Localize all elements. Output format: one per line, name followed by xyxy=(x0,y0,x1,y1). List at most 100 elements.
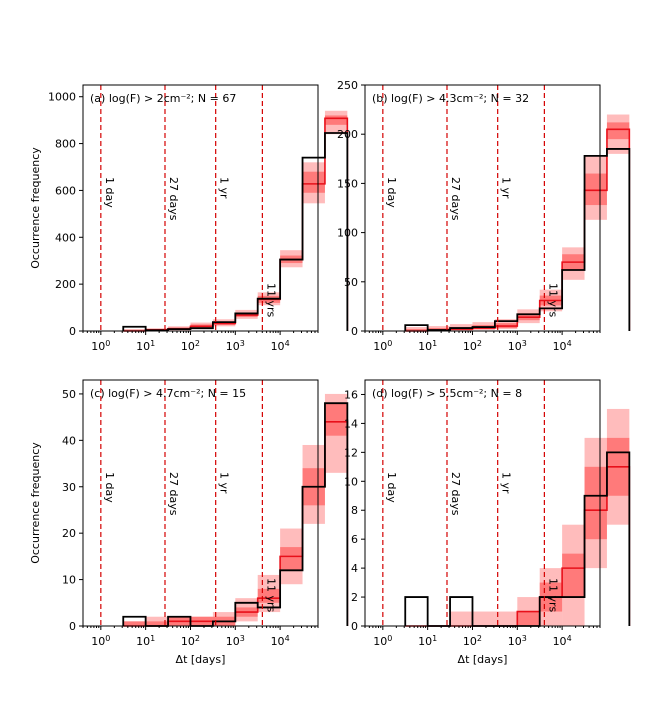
y-tick-label: 4 xyxy=(351,562,358,575)
axes-frame xyxy=(82,84,319,332)
marker-label: 1 day xyxy=(103,177,116,208)
y-tick-label: 50 xyxy=(344,276,358,289)
band-outer xyxy=(257,574,281,613)
band-inner xyxy=(302,171,325,193)
band-inner xyxy=(517,611,540,626)
panel-label: (a) log(F) > 2cm⁻²; N = 67 xyxy=(90,92,236,105)
band-outer xyxy=(584,155,607,220)
x-axis-label: Δt [days] xyxy=(458,653,508,666)
marker-label: 11 yrs xyxy=(264,283,277,318)
series-observed xyxy=(404,148,631,331)
band-outer xyxy=(145,616,169,626)
band-outer xyxy=(562,247,585,280)
x-tick-label: 101 xyxy=(418,339,437,353)
y-tick-label: 1000 xyxy=(48,91,76,104)
marker-label: 27 days xyxy=(167,472,180,516)
y-tick-label: 20 xyxy=(62,527,76,540)
x-axis-label: Δt [days] xyxy=(176,653,226,666)
x-tick-label: 102 xyxy=(463,634,482,648)
marker-label: 1 yr xyxy=(500,177,513,199)
band-inner xyxy=(123,621,146,626)
panel-b: 1 day 27 days 1 yr 11 yrs 0 50 100 150 200 250 100… xyxy=(337,79,631,353)
uncertainty-bands xyxy=(123,393,348,626)
band-inner xyxy=(280,547,303,571)
band-inner xyxy=(562,553,585,598)
y-axis-label: Occurrence frequency xyxy=(29,147,42,269)
panel-label: (c) log(F) > 4.7cm⁻²; N = 15 xyxy=(90,387,246,400)
x-tick-label: 100 xyxy=(91,339,110,353)
marker-label: 27 days xyxy=(167,177,180,221)
x-tick-label: 103 xyxy=(226,339,245,353)
band-outer xyxy=(235,598,258,622)
panel-label: (b) log(F) > 4.3cm⁻²; N = 32 xyxy=(372,92,529,105)
band-outer xyxy=(427,326,451,331)
band-inner xyxy=(145,621,169,626)
band-inner xyxy=(324,403,348,436)
y-tick-label: 50 xyxy=(62,388,76,401)
band-outer xyxy=(517,309,540,324)
marker-label: 11 yrs xyxy=(546,578,559,613)
band-outer xyxy=(123,329,146,331)
band-inner xyxy=(257,588,281,603)
axes-frame xyxy=(364,379,601,627)
y-tick-label: 100 xyxy=(337,227,358,240)
y-tick-label: 800 xyxy=(55,138,76,151)
band-outer xyxy=(472,611,495,626)
x-tick-label: 102 xyxy=(181,339,200,353)
y-tick-label: 0 xyxy=(69,325,76,338)
x-tick-label: 101 xyxy=(136,339,155,353)
band-outer xyxy=(302,162,325,204)
band-outer xyxy=(123,621,146,626)
x-tick-label: 104 xyxy=(271,339,290,353)
band-outer xyxy=(450,611,473,626)
band-inner xyxy=(324,115,348,125)
y-tick-label: 10 xyxy=(62,574,76,587)
panel-label: (d) log(F) > 5.5cm⁻²; N = 8 xyxy=(372,387,522,400)
x-tick-label: 103 xyxy=(508,339,527,353)
marker-label: 11 yrs xyxy=(546,283,559,318)
uncertainty-bands xyxy=(450,408,630,626)
axes-frame xyxy=(364,84,601,332)
marker-label: 27 days xyxy=(449,472,462,516)
y-tick-label: 16 xyxy=(344,388,358,401)
panel-a: 1 day 27 days 1 yr 11 yrs 0 200 400 600 800 1000 1… xyxy=(29,84,349,353)
y-tick-label: 2 xyxy=(351,591,358,604)
x-tick-label: 103 xyxy=(226,634,245,648)
y-tick-label: 6 xyxy=(351,533,358,546)
y-tick-label: 150 xyxy=(337,177,358,190)
band-outer xyxy=(212,612,236,626)
y-tick-label: 400 xyxy=(55,231,76,244)
x-tick-label: 101 xyxy=(418,634,437,648)
uncertainty-bands xyxy=(405,114,630,331)
x-tick-label: 103 xyxy=(508,634,527,648)
y-tick-label: 14 xyxy=(344,417,358,430)
band-outer xyxy=(494,319,518,330)
panel-d: 1 day 27 days 1 yr 11 yrs 0 2 4 6 8 10 12 14 16 100 10… xyxy=(344,379,631,666)
band-inner xyxy=(584,173,607,206)
y-tick-label: 30 xyxy=(62,481,76,494)
x-tick-label: 101 xyxy=(136,634,155,648)
y-tick-label: 0 xyxy=(69,620,76,633)
band-outer xyxy=(324,393,348,473)
x-tick-label: 104 xyxy=(553,634,572,648)
x-tick-label: 104 xyxy=(271,634,290,648)
y-tick-label: 10 xyxy=(344,475,358,488)
x-tick-label: 102 xyxy=(181,634,200,648)
marker-label: 1 yr xyxy=(500,472,513,494)
y-tick-label: 0 xyxy=(351,620,358,633)
band-inner xyxy=(584,466,607,540)
y-tick-label: 250 xyxy=(337,79,358,92)
band-outer xyxy=(584,437,607,569)
marker-label: 1 day xyxy=(103,472,116,503)
y-tick-label: 40 xyxy=(62,434,76,447)
marker-label: 27 days xyxy=(449,177,462,221)
x-tick-label: 102 xyxy=(463,339,482,353)
y-tick-label: 0 xyxy=(351,325,358,338)
marker-label: 1 day xyxy=(385,472,398,503)
marker-label: 11 yrs xyxy=(264,578,277,613)
y-tick-label: 200 xyxy=(337,128,358,141)
band-outer xyxy=(405,327,428,331)
marker-label: 1 yr xyxy=(218,472,231,494)
y-tick-label: 8 xyxy=(351,504,358,517)
band-outer xyxy=(606,114,630,154)
